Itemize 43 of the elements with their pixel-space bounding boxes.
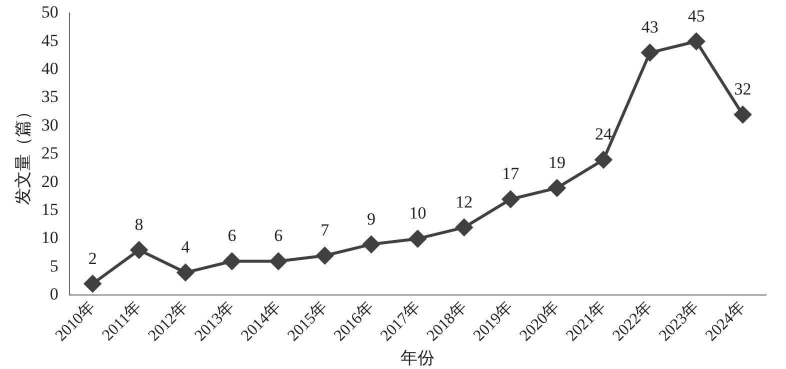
data-label: 12 [456,192,473,212]
point [316,247,334,264]
x-axis-title: 年份 [400,348,435,368]
point [362,236,380,253]
point [734,106,752,124]
point [84,275,102,292]
point [456,218,473,236]
y-tick-label: 40 [41,59,58,78]
y-tick-label: 0 [50,284,58,304]
point [594,151,612,168]
data-label: 9 [367,209,376,228]
data-label: 45 [688,6,705,26]
data-label: 19 [548,152,566,172]
y-tick-label: 10 [41,228,58,248]
point [641,44,658,62]
data-label: 2 [88,248,97,268]
data-label: 10 [409,204,426,223]
point [688,32,705,50]
data-label: 6 [228,226,236,246]
data-label: 43 [641,18,658,37]
y-tick-label: 35 [41,87,58,106]
point [177,264,194,282]
y-tick-label: 45 [41,30,58,50]
y-axis-title: 发文量（篇） [14,103,33,206]
point [502,190,520,208]
data-label: 8 [134,214,144,234]
data-label: 24 [594,124,612,144]
point [223,252,240,270]
y-tick-label: 30 [41,115,58,134]
point [409,230,426,248]
data-label: 32 [734,80,752,99]
data-label: 4 [181,238,190,256]
data-label: 6 [274,226,283,246]
y-tick-label: 15 [41,200,58,219]
point [130,241,148,258]
point [548,179,566,196]
data-label: 17 [502,164,520,184]
data-label: 7 [320,220,330,240]
y-tick-label: 5 [50,256,58,276]
y-tick-label: 20 [41,172,58,191]
y-tick-label: 25 [41,144,58,163]
point [270,252,287,270]
y-tick-label: 50 [41,2,58,22]
